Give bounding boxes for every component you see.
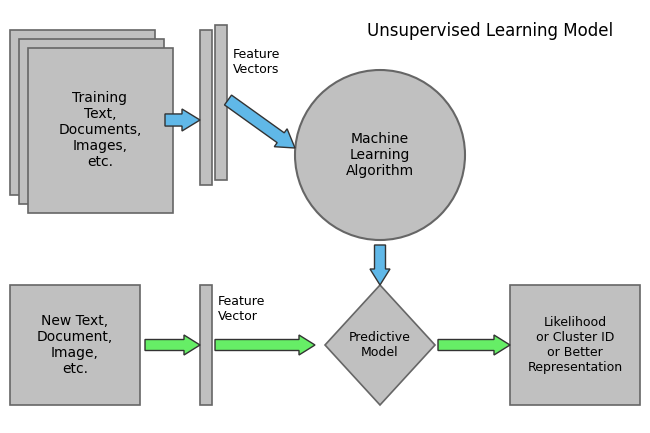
Text: Predictive
Model: Predictive Model <box>349 331 411 359</box>
Polygon shape <box>370 245 390 285</box>
Text: Feature
Vectors: Feature Vectors <box>233 48 280 76</box>
Polygon shape <box>165 109 200 131</box>
Text: Likelihood
or Cluster ID
or Better
Representation: Likelihood or Cluster ID or Better Repre… <box>527 316 623 374</box>
Bar <box>28 48 173 213</box>
Polygon shape <box>215 335 315 355</box>
Circle shape <box>295 70 465 240</box>
Text: Feature
Vector: Feature Vector <box>218 295 265 323</box>
Text: Unsupervised Learning Model: Unsupervised Learning Model <box>367 22 613 40</box>
Bar <box>510 285 640 405</box>
Polygon shape <box>438 335 510 355</box>
Polygon shape <box>145 335 200 355</box>
Polygon shape <box>224 95 295 148</box>
Text: New Text,
Document,
Image,
etc.: New Text, Document, Image, etc. <box>37 313 113 376</box>
Text: Training
Text,
Documents,
Images,
etc.: Training Text, Documents, Images, etc. <box>58 90 142 169</box>
Bar <box>215 25 227 180</box>
Polygon shape <box>325 285 435 405</box>
Bar <box>10 30 155 195</box>
Bar <box>200 30 212 185</box>
Bar <box>19 39 164 204</box>
Bar <box>10 285 140 405</box>
Bar <box>200 285 212 405</box>
Text: Machine
Learning
Algorithm: Machine Learning Algorithm <box>346 132 414 178</box>
